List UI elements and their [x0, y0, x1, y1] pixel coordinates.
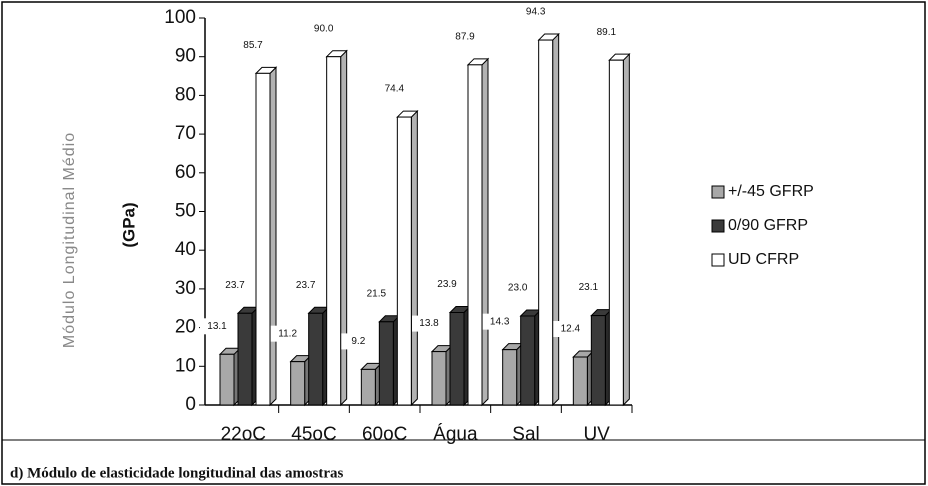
value-label: 23.9	[437, 279, 457, 290]
value-label: 85.7	[243, 40, 263, 51]
value-label: 11.2	[278, 328, 297, 339]
value-label: 94.3	[526, 7, 546, 18]
x-tick-label: Água	[433, 424, 478, 445]
bar	[572, 356, 588, 406]
value-label: 23.1	[579, 282, 599, 293]
value-label: 21.5	[367, 288, 387, 299]
value-label-box	[218, 277, 252, 294]
value-label-box	[500, 279, 535, 296]
bar	[396, 116, 412, 406]
bar	[360, 368, 376, 406]
y-axis-label: Módulo Longitudinal Médio	[61, 132, 78, 348]
value-label-box	[359, 285, 394, 302]
value-label: 9.2	[351, 336, 365, 347]
bar-side	[481, 57, 489, 407]
bar-side	[269, 66, 277, 407]
y-tick-label: 10	[175, 355, 196, 376]
bar	[502, 349, 518, 406]
bar	[520, 315, 536, 406]
bar	[326, 56, 342, 406]
y-tick-label: 0	[185, 394, 196, 415]
value-label-box	[553, 321, 588, 338]
bar	[255, 72, 271, 406]
legend-swatch	[711, 219, 725, 233]
bar	[237, 312, 253, 406]
y-tick-label: 80	[175, 84, 196, 105]
value-label-box	[571, 279, 606, 296]
bar	[308, 312, 324, 406]
caption: d) Módulo de elasticidade longitudinal d…	[10, 465, 344, 481]
value-label-box	[377, 81, 412, 98]
y-axis-unit: (GPa)	[119, 202, 138, 247]
value-label: 12.4	[561, 324, 581, 335]
bar	[608, 59, 624, 406]
bar-side	[552, 32, 560, 407]
value-label-box	[200, 318, 234, 335]
value-label-box	[448, 28, 482, 45]
bar	[467, 64, 483, 406]
y-tick-label: 60	[175, 162, 196, 183]
bar	[449, 312, 465, 406]
value-label: 23.7	[296, 280, 316, 291]
value-label-box	[518, 4, 553, 21]
legend-label: 0/90 GFRP	[728, 217, 808, 234]
value-label-box	[236, 37, 270, 54]
value-label-box	[306, 20, 341, 37]
value-label: 74.4	[385, 84, 405, 95]
value-label: 23.0	[508, 283, 528, 294]
bar-side	[622, 52, 630, 407]
x-tick-label: UV	[583, 424, 610, 445]
y-tick-label: 100	[164, 7, 196, 28]
bar	[219, 353, 235, 406]
value-label: 14.3	[490, 316, 510, 327]
x-tick-label: 45oC	[291, 424, 336, 445]
value-label-box	[270, 325, 305, 342]
legend-label: +/-45 GFRP	[728, 183, 814, 200]
x-tick-label: 22oC	[221, 424, 266, 445]
y-tick-label: 50	[175, 201, 196, 222]
value-label: 23.7	[225, 280, 245, 291]
y-tick-label: 40	[175, 239, 196, 260]
value-label: 90.0	[314, 23, 334, 34]
legend-swatch	[711, 185, 725, 199]
value-label: 89.1	[597, 27, 617, 38]
x-tick-label: 60oC	[362, 424, 407, 445]
value-label-box	[341, 333, 376, 350]
y-tick-label: 70	[175, 123, 196, 144]
value-label-box	[589, 24, 624, 41]
value-label: 13.1	[207, 321, 227, 332]
bar-side	[410, 109, 418, 407]
bar	[290, 361, 306, 406]
bar	[431, 351, 447, 406]
bar	[590, 315, 606, 406]
bar-side	[340, 49, 348, 407]
y-tick-label: 30	[175, 278, 196, 299]
legend-swatch	[711, 253, 725, 267]
bar	[538, 39, 554, 406]
value-label-box	[288, 277, 323, 294]
legend-label: UD CFRP	[728, 251, 799, 268]
bar	[378, 321, 394, 406]
value-label: 87.9	[455, 31, 475, 42]
y-tick-label: 90	[175, 46, 196, 67]
value-label-box	[482, 313, 517, 330]
value-label: 13.8	[419, 318, 439, 329]
value-label-box	[412, 315, 446, 332]
y-tick-label: 20	[175, 317, 196, 338]
x-tick-label: Sal	[512, 424, 539, 445]
value-label-box	[430, 276, 464, 293]
